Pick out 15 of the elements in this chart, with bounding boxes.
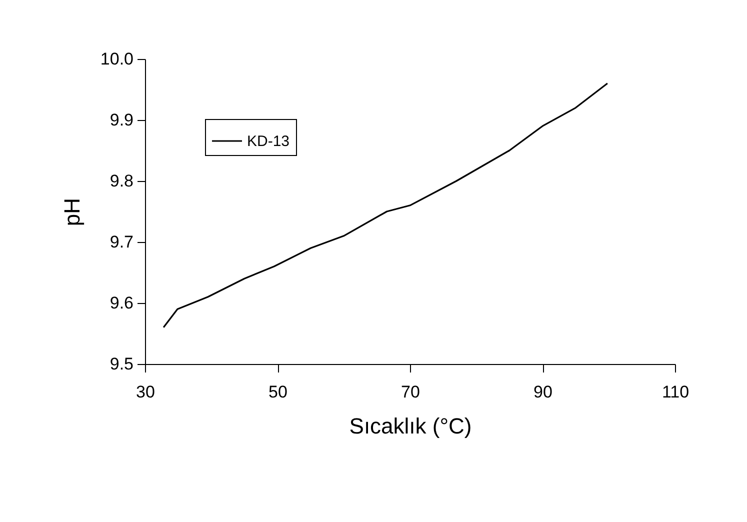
y-tick-label: 10.0 bbox=[100, 50, 134, 68]
x-tick-label: 50 bbox=[268, 382, 288, 402]
legend-label: KD-13 bbox=[247, 133, 290, 150]
x-tick-label: 70 bbox=[401, 382, 420, 402]
line-series bbox=[162, 82, 608, 328]
y-axis-title: pH bbox=[59, 198, 84, 226]
y-tick-label: 9.8 bbox=[110, 172, 134, 190]
x-tick-label: 90 bbox=[534, 382, 552, 402]
x-axis-title: Sıcaklık (°C) bbox=[349, 414, 472, 438]
y-tick-label: 9.7 bbox=[110, 232, 134, 252]
x-tick-label: 30 bbox=[136, 382, 155, 402]
x-tick-label: 110 bbox=[662, 382, 690, 402]
y-tick-label: 9.5 bbox=[110, 354, 134, 374]
y-tick-label: 9.9 bbox=[110, 110, 134, 130]
y-tick-label: 9.6 bbox=[110, 294, 134, 312]
